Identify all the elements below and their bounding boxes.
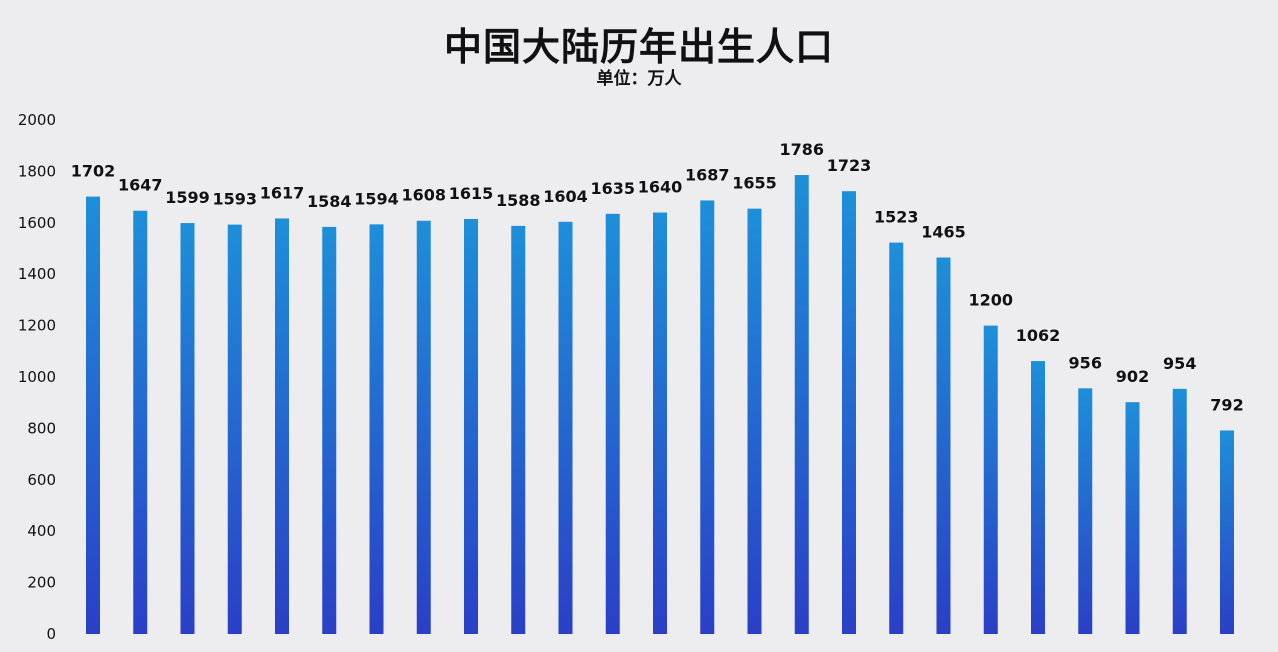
bar xyxy=(1125,402,1140,634)
data-label: 1062 xyxy=(1016,326,1061,345)
bar xyxy=(464,218,478,634)
data-label: 1599 xyxy=(165,188,210,207)
y-tick-label: 800 xyxy=(27,419,56,437)
data-label: 1635 xyxy=(590,179,635,198)
bar xyxy=(1078,388,1093,634)
chart-subtitle: 单位：万人 xyxy=(596,69,682,89)
data-label: 1640 xyxy=(638,178,683,197)
data-label: 956 xyxy=(1069,353,1102,372)
y-tick-label: 200 xyxy=(27,574,56,592)
y-tick-label: 1600 xyxy=(18,214,56,232)
y-tick-label: 0 xyxy=(46,625,56,643)
data-label: 1588 xyxy=(496,191,541,210)
bar xyxy=(983,325,998,634)
data-label: 1647 xyxy=(118,176,163,195)
bar xyxy=(180,223,195,634)
bar xyxy=(1031,361,1045,634)
y-tick-label: 1400 xyxy=(18,265,56,283)
bar xyxy=(842,191,856,634)
data-label: 1702 xyxy=(71,162,116,181)
data-label: 1615 xyxy=(449,184,494,203)
data-label: 1465 xyxy=(921,222,966,241)
data-label: 1604 xyxy=(543,187,588,206)
bar xyxy=(511,225,526,634)
data-label: 1786 xyxy=(779,140,824,159)
bar xyxy=(1220,430,1234,634)
data-label: 1687 xyxy=(685,165,730,184)
chart-title: 中国大陆历年出生人口 xyxy=(443,25,834,69)
bar xyxy=(86,196,100,634)
data-label: 1608 xyxy=(401,186,446,205)
bar xyxy=(747,208,762,635)
bar xyxy=(227,224,242,634)
data-label: 1523 xyxy=(874,208,919,227)
y-tick-label: 1000 xyxy=(18,368,56,386)
bar xyxy=(275,218,289,634)
bar xyxy=(605,213,620,634)
y-tick-label: 1800 xyxy=(18,162,56,180)
y-tick-label: 1200 xyxy=(18,317,56,335)
bar xyxy=(133,210,148,634)
y-axis: 0 200 400 600 800 1000 1200 1400 1600 1800 2000 xyxy=(18,111,56,643)
data-label: 1584 xyxy=(307,192,352,211)
data-label: 1655 xyxy=(732,174,777,193)
y-tick-label: 2000 xyxy=(18,111,56,129)
bar xyxy=(558,221,573,634)
bars xyxy=(86,174,1234,635)
bar xyxy=(936,257,951,634)
bar xyxy=(700,200,715,635)
y-tick-label: 600 xyxy=(27,471,56,489)
bar xyxy=(653,212,667,634)
data-label: 902 xyxy=(1116,367,1149,386)
data-label: 1200 xyxy=(968,291,1013,310)
data-label: 1594 xyxy=(354,189,399,208)
data-label: 954 xyxy=(1163,354,1196,373)
data-label: 1617 xyxy=(260,183,305,202)
bar xyxy=(322,226,337,635)
bar xyxy=(794,174,809,635)
data-label: 792 xyxy=(1210,395,1243,414)
data-label: 1593 xyxy=(212,190,257,209)
bar xyxy=(889,242,904,635)
bar xyxy=(369,224,384,635)
y-tick-label: 400 xyxy=(27,522,56,540)
bar xyxy=(416,220,431,634)
bar xyxy=(1172,388,1187,634)
data-label: 1723 xyxy=(827,156,872,175)
